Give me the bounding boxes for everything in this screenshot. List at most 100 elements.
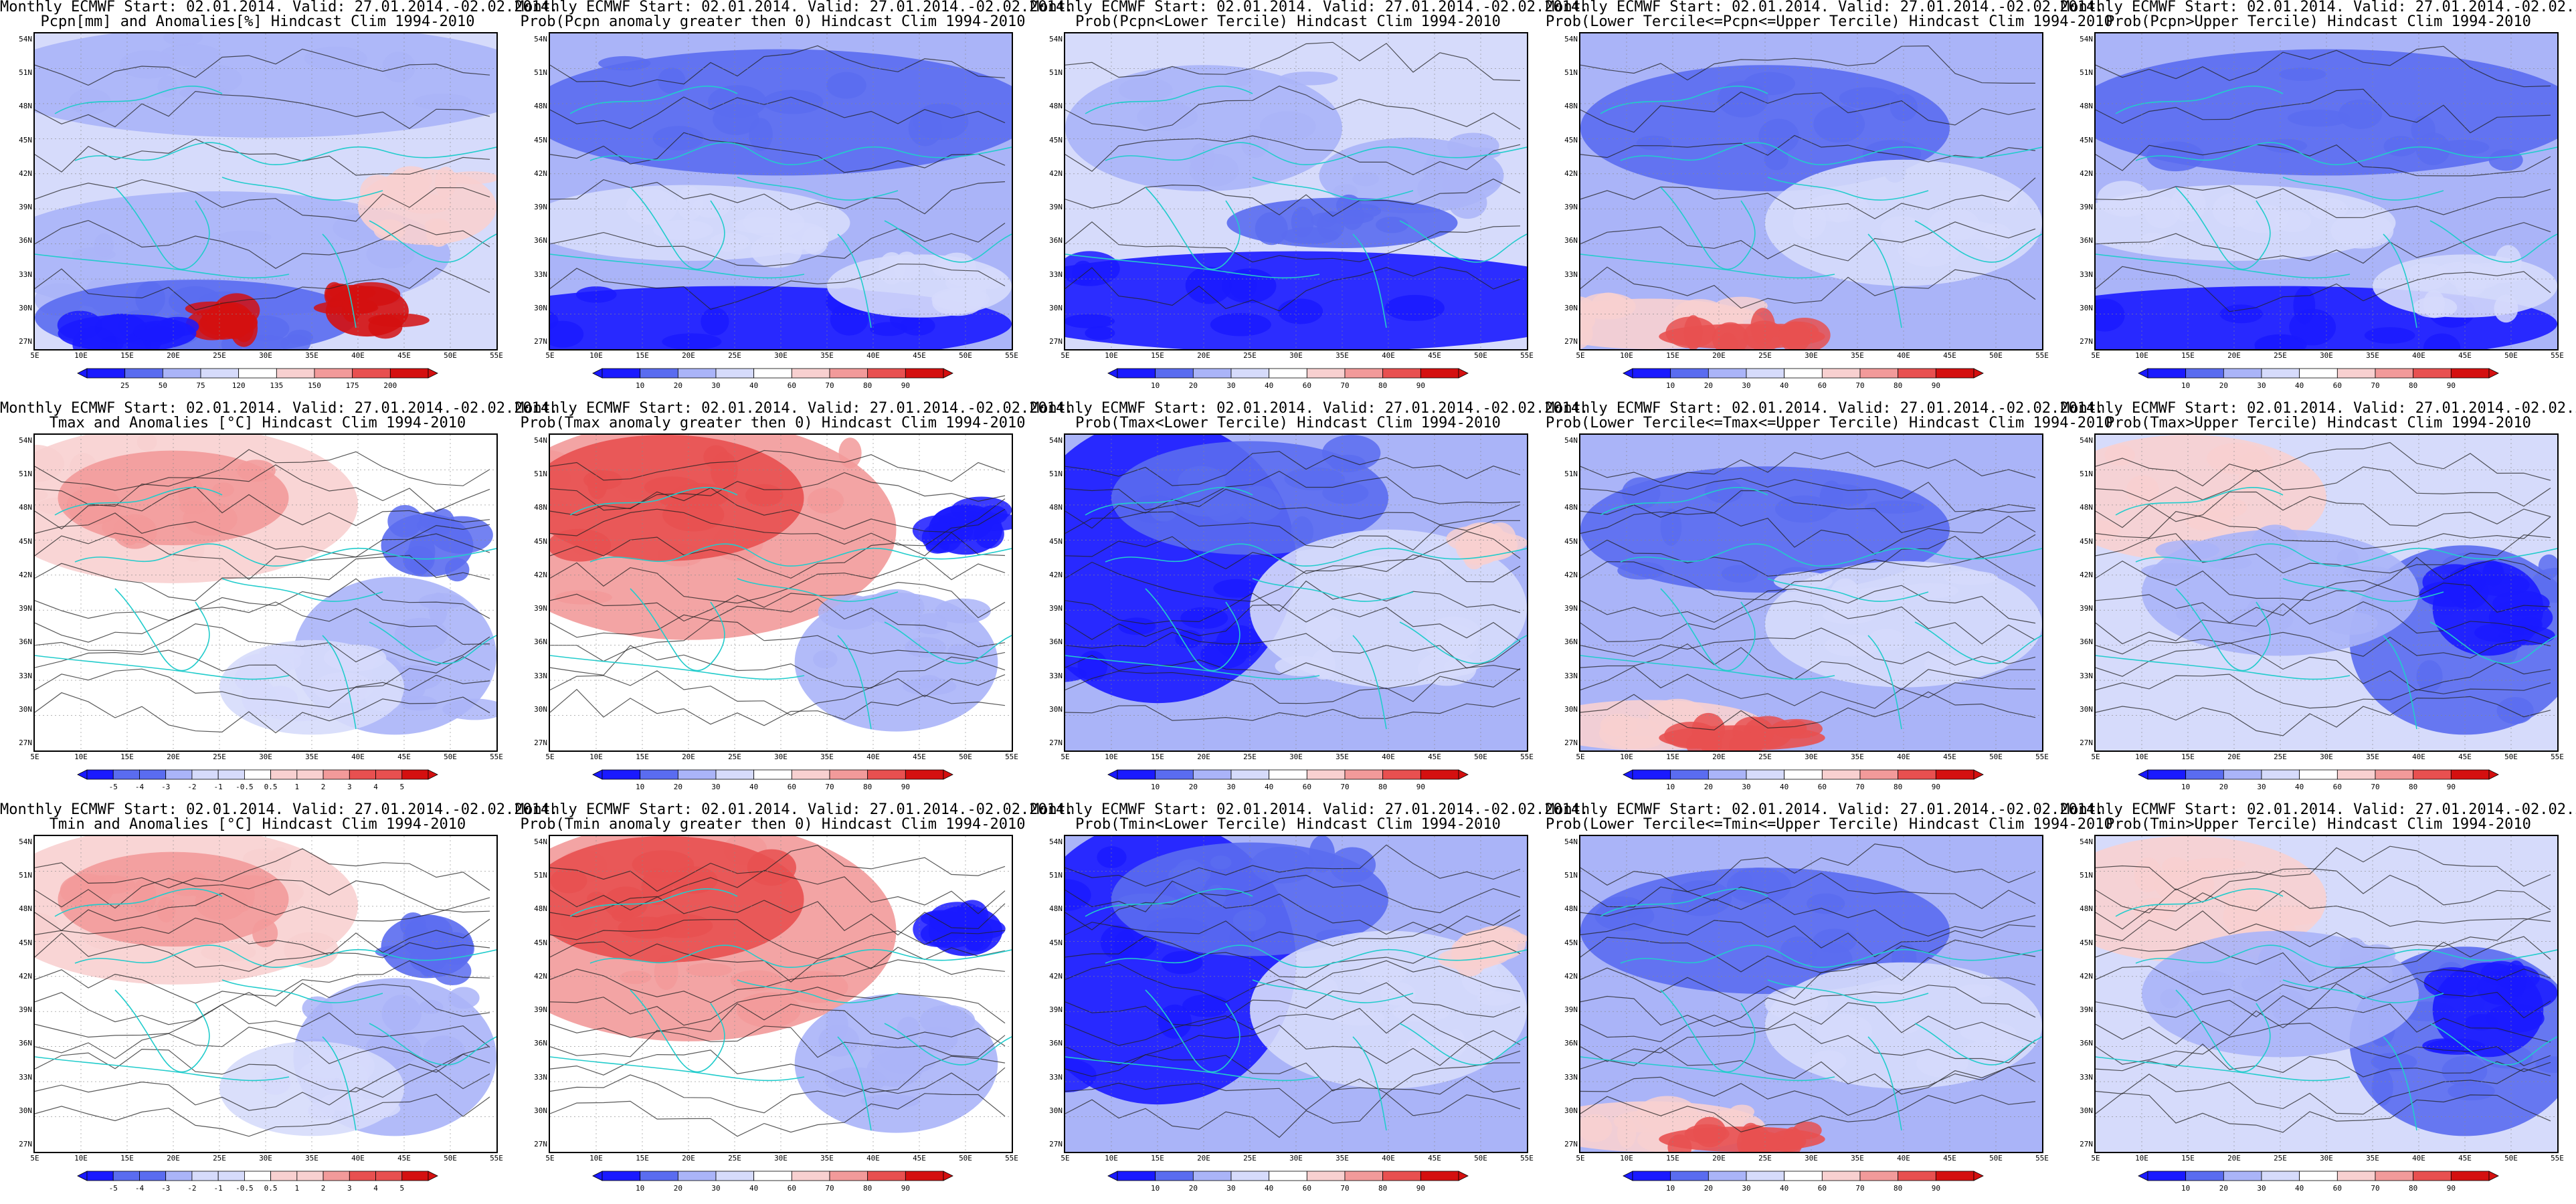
panel-title-line2: Tmin and Anomalies [°C] Hindcast Clim 19… [49,816,466,833]
shaded-patch [2496,697,2534,724]
shaded-patch [598,56,651,71]
lat-label: 51N [2080,68,2093,78]
lat-label: 45N [2080,536,2093,546]
colorbar-tick-label: 90 [1932,783,1940,791]
lon-label: 10E [1620,351,1633,360]
contour-line [1065,655,1521,690]
contour-line [550,557,1006,604]
contour-line [550,96,1006,129]
colorbar-swatch [1746,769,1785,780]
lon-label: 25E [1758,351,1772,360]
shaded-patch [1636,135,1671,150]
colorbar-arrow [943,769,953,780]
lon-label: 50E [1474,752,1487,761]
panel-title-line1: Monthly ECMWF Start: 02.01.2014. Valid: … [0,0,559,15]
shaded-patch [1924,654,1968,675]
colorbar-swatch [165,1171,193,1181]
colorbar-tick-label: 20 [1704,783,1713,791]
shaded-patch [2289,308,2336,346]
contour-line [550,508,1006,546]
lon-label: 30E [1805,752,1818,761]
colorbar-swatch [1821,1171,1861,1181]
colorbar-swatch [677,368,717,379]
contour-line [1065,580,1521,625]
colorbar-tick-label: 2 [321,1184,326,1193]
colorbar-arrow [943,368,953,379]
lat-label: 30N [1049,704,1063,714]
colorbar-tick-label: 90 [2447,783,2456,791]
lat-label: 33N [19,1072,32,1082]
lon-label: 55E [2035,1154,2049,1163]
lat-label: 36N [2080,236,2093,245]
lat-label: 30N [2080,303,2093,312]
shaded-patch [2264,959,2316,986]
lat-label: 36N [2080,1039,2093,1048]
shaded-patch [1792,1121,1822,1140]
lon-label: 15E [120,1154,134,1163]
colorbar-tick-label: -2 [187,783,196,791]
shaded-patch [1916,1049,1968,1078]
colorbar: 10 20 30 40 60 70 80 90 [592,368,953,390]
lon-label: 30E [774,351,788,360]
contour-line [2096,601,2551,645]
colorbar-tick-label: 80 [2409,783,2417,791]
contour-line [2096,977,2551,1019]
shaded-patch [1942,221,1998,240]
shaded-patch [2343,565,2392,580]
lon-label: 35E [1336,351,1349,360]
shaded-patch [1065,879,1091,911]
shaded-patch [1732,870,1753,897]
shaded-patch [1864,500,1925,514]
contour-line [1580,45,2035,84]
lon-label: 30E [1805,1154,1818,1163]
colorbar-tick-label: 70 [1340,783,1349,791]
contour-line [1065,631,1521,669]
lon-label: 45E [1428,752,1441,761]
shaded-patch [1234,486,1283,522]
colorbar: 10 20 30 40 60 70 80 90 [1623,368,1984,390]
map-area [2094,433,2559,752]
lon-label: 25E [1758,1154,1772,1163]
colorbar-swatch [1670,1171,1709,1181]
lat-label: 39N [19,1005,32,1015]
coastline [35,1056,290,1082]
colorbar-tick-label: 30 [2257,783,2266,791]
shaded-patch [448,987,480,1009]
shaded-patch [2162,857,2189,878]
lat-label: 36N [1049,1039,1063,1048]
shaded-patch [1210,312,1271,336]
lat-label: 45N [1564,938,1578,947]
coastline [322,220,496,328]
contour-line [35,983,490,1025]
shaded-patch [1828,204,1849,223]
contour-line [1580,511,2036,555]
colorbar-tick-label: 10 [2181,783,2190,791]
colorbar-tick-label: 30 [2257,381,2266,390]
panel-title-line1: Monthly ECMWF Start: 02.01.2014. Valid: … [2061,0,2576,15]
shaded-patch [345,1098,401,1119]
coastline [2282,979,2444,1003]
shaded-patch [57,310,103,340]
contour-line [35,179,490,222]
lon-label: 45E [1943,752,1956,761]
lon-label: 40E [351,1154,365,1163]
panel-title-line1: Monthly ECMWF Start: 02.01.2014. Valid: … [1546,0,2104,15]
colorbar-arrow [1973,368,1984,379]
shaded-patch [2183,858,2246,871]
shaded-patch [201,942,256,962]
panel-title-line2: Prob(Tmin anomaly greater then 0) Hindca… [520,816,1026,833]
colorbar-swatch [2299,368,2338,379]
shaded-patch [692,196,730,218]
lat-label: 36N [19,1039,32,1048]
colorbar-tick-label: 60 [1303,1184,1311,1193]
colorbar-swatch [1784,769,1823,780]
panel-title-line2: Prob(Tmax anomaly greater then 0) Hindca… [520,415,1026,431]
contour-line [35,960,490,1004]
coastline [221,578,383,602]
coastline [1145,187,1240,270]
colorbar-arrow [428,368,438,379]
colorbar-tick-label: 60 [1818,783,1827,791]
lon-label: 50E [1474,351,1487,360]
lon-label: 40E [1382,351,1395,360]
colorbar-swatch [1269,368,1307,379]
